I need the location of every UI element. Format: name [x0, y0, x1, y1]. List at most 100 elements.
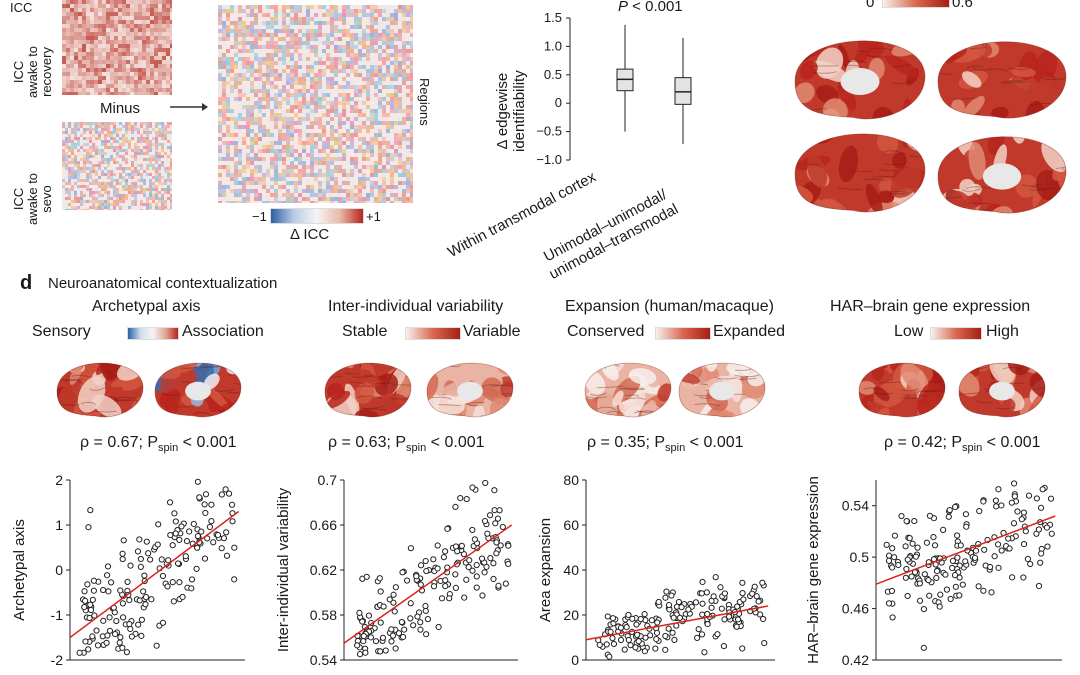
scatter-point [128, 633, 136, 640]
scatter-point [749, 590, 756, 597]
scatter-point [904, 556, 911, 563]
map-high: Expanded [713, 323, 786, 340]
scatter-point [759, 579, 766, 586]
scatter-point [1037, 504, 1045, 511]
scatter-point [499, 523, 506, 531]
scatter-point [1008, 499, 1015, 506]
scatter-ytick: 0.54 [842, 498, 869, 514]
scatter-point [1043, 524, 1051, 531]
scatter-point [81, 603, 88, 611]
scatter-point [995, 564, 1002, 571]
scatter-point [354, 642, 361, 649]
scatter-point [167, 532, 174, 539]
scatter-point [992, 497, 999, 504]
scatter-point [454, 548, 461, 555]
scatter-ytick: 60 [563, 517, 579, 533]
scatter-point [413, 573, 420, 580]
scatter-point [695, 626, 702, 633]
map-high: Variable [463, 323, 521, 340]
fit-line [69, 510, 240, 639]
scatter-point [414, 613, 421, 620]
scatter-point [891, 532, 899, 539]
scatter-point [936, 603, 943, 610]
scatter-point [678, 604, 685, 611]
scatter-point [987, 563, 994, 571]
scatter-point [652, 645, 659, 652]
scatter-point [725, 613, 733, 620]
scatter-point [634, 631, 641, 638]
scatter-point [751, 583, 758, 590]
scatter-point [446, 595, 453, 602]
scatter-point [505, 542, 512, 549]
scatter-point [704, 610, 711, 618]
scatter-point [90, 577, 97, 584]
scatter-point [159, 572, 167, 580]
scatter-point [891, 554, 898, 561]
scatter-ylabel: Area expansion [537, 518, 554, 622]
scatter-point [610, 640, 618, 648]
scatter-point [903, 565, 910, 573]
scatter-point [407, 615, 414, 622]
scatter-point [647, 632, 654, 639]
scatter-point [734, 616, 742, 623]
scatter-point [653, 636, 660, 643]
scatter-point [1048, 530, 1055, 537]
brain-cbar-max: 0.6 [952, 0, 973, 11]
scatter-point [104, 563, 112, 570]
minus-label: Minus [100, 100, 141, 117]
scatter-point [147, 556, 154, 563]
p-value: P < 0.001 [618, 0, 683, 15]
scatter-point [87, 507, 94, 514]
scatter-point [117, 634, 124, 641]
scatter-point [670, 614, 677, 621]
scatter-point [127, 625, 134, 633]
scatter-point [124, 578, 131, 585]
scatter-point [885, 557, 893, 564]
scatter-ylabel: Inter-individual variability [275, 487, 292, 652]
scatter-point [623, 624, 630, 631]
scatter-point [141, 572, 148, 579]
scatter-ytick: 0 [571, 652, 579, 668]
scatter-point [228, 501, 236, 508]
scatter-ytick: 0.7 [318, 472, 338, 488]
scatter-ytick: -2 [51, 652, 64, 668]
scatter-point [143, 538, 150, 545]
scatter-point [708, 604, 715, 611]
scatter-point [201, 555, 209, 562]
scatter-point [229, 518, 236, 525]
scatter-point [954, 554, 961, 561]
box-body [674, 77, 692, 105]
scatter-point [994, 541, 1002, 548]
scatter-point [906, 535, 913, 542]
scatter-point [502, 580, 509, 587]
scatter-point [182, 553, 189, 560]
label-awake-sevo: ICC awake to sevo [11, 172, 54, 225]
scatter-point [662, 632, 669, 640]
scatter-point [662, 646, 669, 653]
scatter-ytick: 0.46 [842, 601, 869, 617]
scatter-point [718, 605, 725, 612]
scatter-point [1038, 550, 1045, 557]
scatter-point [698, 631, 706, 638]
scatter-point [1020, 509, 1028, 516]
scatter-point [81, 588, 88, 595]
scatter-point [925, 577, 932, 584]
scatter-point [976, 507, 983, 515]
boxplot-chart: 1.5 1.0 0.5 0 −0.5 −1.0 [536, 10, 692, 167]
scatter-point [617, 624, 625, 631]
box-ytick: 0 [555, 95, 562, 110]
panel-letter-d: d [20, 272, 33, 294]
scatter-ytick: 0.62 [310, 562, 337, 578]
scatter-point [926, 592, 933, 599]
scatter-ytick: 0.58 [310, 607, 337, 623]
scatter-point [399, 633, 407, 641]
scatter-point [956, 592, 963, 599]
scatter-point [720, 642, 727, 650]
scatter-point [183, 538, 191, 545]
scatter-point [632, 644, 639, 651]
scatter-point [478, 555, 486, 562]
scatter-point [701, 649, 708, 656]
scatter-ytick: 40 [563, 562, 579, 578]
scatter-point [169, 542, 176, 549]
scatter-point [91, 612, 98, 619]
